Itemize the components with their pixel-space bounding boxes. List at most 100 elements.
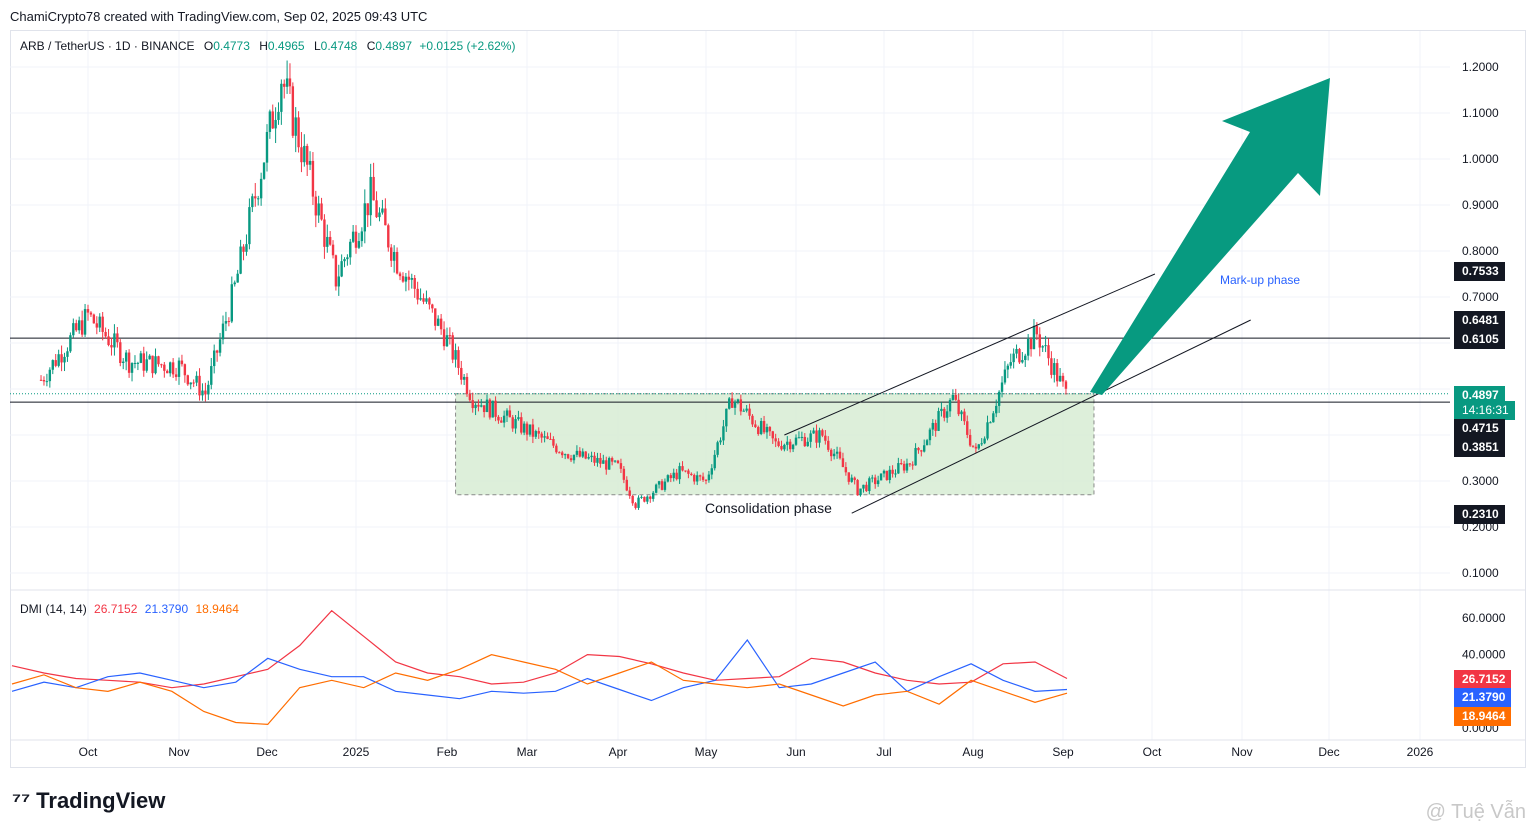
candle-body bbox=[905, 463, 909, 471]
time-tick-label: 2026 bbox=[1407, 745, 1434, 759]
candle-body bbox=[520, 417, 523, 433]
candle-body bbox=[462, 376, 466, 380]
time-tick-label: Jun bbox=[786, 745, 805, 759]
candle-body bbox=[439, 318, 443, 330]
price-tick-label: 0.7000 bbox=[1462, 290, 1499, 304]
candle-body bbox=[725, 408, 728, 427]
candle-body bbox=[874, 477, 877, 485]
candle-body bbox=[160, 364, 163, 366]
time-axis[interactable]: Oct Nov Dec 2025 Feb Mar Apr May Jun Jul Aug Sep Oct… bbox=[79, 745, 1434, 759]
candle-body bbox=[477, 404, 480, 407]
price-tick-label: 0.9000 bbox=[1462, 198, 1499, 212]
candle-body bbox=[619, 463, 623, 469]
candle-body bbox=[300, 147, 303, 163]
channel-upper-line bbox=[784, 273, 1156, 436]
candle-body bbox=[395, 251, 399, 274]
candle-body bbox=[265, 131, 269, 163]
candle-body bbox=[581, 451, 584, 457]
candle-body bbox=[681, 466, 684, 471]
candle-body bbox=[800, 436, 804, 438]
candle-body bbox=[465, 376, 469, 394]
price-tick-label: 0.8000 bbox=[1462, 244, 1499, 258]
candle-body bbox=[328, 236, 332, 245]
candle-body bbox=[751, 415, 754, 425]
candle-body bbox=[992, 413, 995, 423]
candle-body bbox=[628, 490, 631, 496]
candle-body bbox=[454, 350, 457, 360]
candle-body bbox=[422, 298, 425, 302]
grid bbox=[10, 31, 1450, 740]
candle-body bbox=[643, 496, 646, 502]
candle-body bbox=[183, 364, 187, 376]
candle-body bbox=[323, 219, 326, 247]
dmi-title[interactable]: DMI (14, 14) bbox=[20, 602, 87, 616]
candle-body bbox=[850, 477, 853, 482]
candle-body bbox=[119, 342, 122, 363]
candle-body bbox=[474, 404, 477, 409]
candle-body bbox=[210, 366, 213, 385]
candle-body bbox=[314, 196, 318, 216]
candle-body bbox=[95, 323, 99, 328]
candle-body bbox=[543, 436, 546, 438]
candle-body bbox=[897, 463, 900, 474]
time-tick-label: Oct bbox=[79, 745, 98, 759]
high-value: 0.4965 bbox=[267, 39, 305, 53]
candle-body bbox=[728, 398, 731, 409]
candle-body bbox=[684, 470, 687, 472]
candle-body bbox=[1055, 363, 1059, 382]
time-tick-label: Apr bbox=[609, 745, 628, 759]
candle-body bbox=[139, 353, 143, 363]
candle-body bbox=[531, 424, 535, 437]
consolidation-label: Consolidation phase bbox=[705, 500, 832, 516]
candle-body bbox=[1053, 363, 1056, 375]
low-value: 0.4748 bbox=[320, 39, 358, 53]
candle-body bbox=[221, 323, 225, 340]
candle-body bbox=[853, 477, 856, 481]
price-tag: 0.6481 bbox=[1454, 311, 1505, 330]
candle-body bbox=[613, 460, 617, 462]
candle-body bbox=[928, 429, 932, 441]
candle-body bbox=[1044, 345, 1047, 347]
candle-body bbox=[239, 246, 242, 274]
symbol-title[interactable]: ARB / TetherUS · 1D · BINANCE bbox=[20, 39, 195, 53]
candle-body bbox=[693, 474, 696, 482]
candle-body bbox=[72, 323, 75, 336]
candle-body bbox=[698, 475, 702, 477]
candle-body bbox=[882, 470, 886, 474]
candle-body bbox=[1006, 365, 1010, 370]
candle-body bbox=[968, 434, 972, 446]
candle-body bbox=[148, 355, 151, 360]
tradingview-logo[interactable]: ⁷⁷ TradingView bbox=[12, 788, 165, 814]
brand-text: TradingView bbox=[36, 788, 166, 813]
candle-body bbox=[283, 83, 286, 87]
candle-body bbox=[180, 360, 184, 365]
candle-body bbox=[900, 463, 903, 465]
dmi-adx-tag: 26.7152 bbox=[1454, 670, 1512, 689]
candle-body bbox=[39, 379, 43, 381]
candle-body bbox=[716, 442, 719, 455]
candle-body bbox=[590, 455, 593, 458]
candle-body bbox=[809, 433, 812, 442]
candle-body bbox=[363, 203, 367, 232]
markup-arrow bbox=[1090, 78, 1330, 395]
candle-body bbox=[346, 257, 349, 260]
candle-body bbox=[366, 203, 369, 216]
candle-body bbox=[404, 276, 408, 282]
candle-body bbox=[1026, 338, 1030, 356]
candle-body bbox=[151, 355, 154, 374]
candle-body bbox=[989, 422, 992, 424]
candle-body bbox=[514, 419, 517, 429]
candle-body bbox=[320, 203, 323, 220]
candle-body bbox=[736, 399, 740, 402]
candle-body bbox=[821, 430, 824, 436]
candle-body bbox=[145, 359, 148, 371]
candle-body bbox=[646, 496, 649, 502]
price-axis[interactable]: 1.2000 1.1000 1.0000 0.9000 0.8000 0.7000 0.30… bbox=[1462, 60, 1499, 580]
candle-body bbox=[127, 352, 131, 373]
candle-body bbox=[622, 468, 626, 480]
candle-body bbox=[311, 160, 315, 197]
candle-body bbox=[911, 464, 914, 466]
candle-body bbox=[517, 417, 520, 420]
dmi-minus-value: 18.9464 bbox=[195, 602, 239, 616]
